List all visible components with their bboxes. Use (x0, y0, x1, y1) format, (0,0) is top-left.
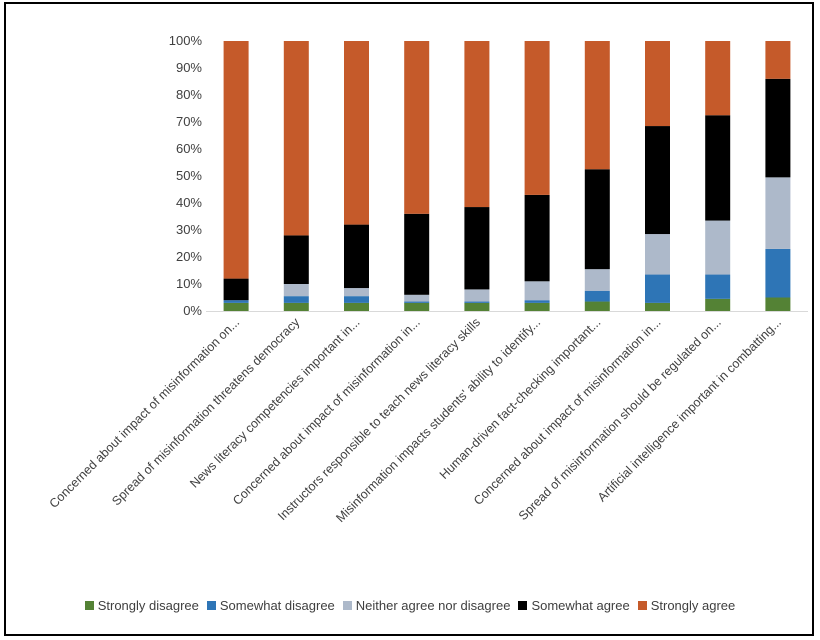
bar-segment-somewhat-disagree (464, 301, 490, 303)
x-tick-label: Misinformation impacts students' ability… (333, 315, 543, 525)
bar-segment-strongly-agree (283, 41, 309, 236)
bar-segment-strongly-agree (223, 41, 249, 279)
legend-item: Somewhat disagree (206, 598, 335, 613)
y-tick-label: 0% (183, 303, 202, 318)
bar-segment-neither-agree-nor-disagree (705, 220, 731, 275)
x-tick-label: Spread of misinformation should be regul… (516, 315, 724, 523)
y-tick-label: 40% (176, 195, 202, 210)
legend-label: Strongly disagree (97, 598, 199, 613)
bar-segment-somewhat-disagree (584, 290, 610, 302)
bar-segment-strongly-agree (404, 41, 430, 214)
y-tick-label: 90% (176, 60, 202, 75)
bar-segment-strongly-disagree (464, 302, 490, 311)
bar-segment-somewhat-disagree (404, 301, 430, 303)
y-tick-label: 100% (169, 33, 203, 48)
legend-label: Somewhat disagree (219, 598, 335, 613)
bars (223, 41, 791, 311)
legend-item: Strongly disagree (84, 598, 199, 613)
bar-segment-somewhat-agree (283, 235, 309, 284)
y-tick-label: 80% (176, 87, 202, 102)
bar-segment-neither-agree-nor-disagree (584, 269, 610, 291)
bar-segment-somewhat-agree (344, 224, 369, 289)
stacked-bar-chart: 0% 10% 20% 30% 40% 50% 60% 70% 80% 90% 100% Concer… (47, 33, 808, 525)
legend-label: Strongly agree (650, 598, 736, 613)
bar-segment-strongly-disagree (404, 302, 430, 311)
bar-segment-strongly-agree (344, 41, 369, 225)
bar-segment-strongly-disagree (344, 302, 369, 311)
legend-swatch (206, 601, 216, 610)
bar-segment-strongly-disagree (765, 297, 791, 311)
bar-segment-somewhat-disagree (223, 300, 249, 303)
bar-segment-strongly-agree (584, 41, 610, 170)
legend-item: Neither agree nor disagree (342, 598, 511, 613)
bar-segment-somewhat-disagree (645, 274, 670, 303)
bar-segment-strongly-agree (765, 41, 791, 79)
y-tick-label: 50% (176, 168, 202, 183)
legend-label: Neither agree nor disagree (355, 598, 511, 613)
bar-segment-somewhat-agree (464, 207, 490, 290)
y-tick-label: 30% (176, 222, 202, 237)
bar-segment-neither-agree-nor-disagree (464, 289, 490, 302)
legend-swatch (518, 601, 528, 610)
bar-segment-somewhat-agree (765, 78, 791, 178)
bar-segment-strongly-agree (464, 41, 490, 208)
y-tick-label: 10% (176, 276, 202, 291)
bar-segment-strongly-disagree (223, 302, 249, 311)
bar-segment-somewhat-agree (223, 278, 249, 301)
bar-segment-neither-agree-nor-disagree (765, 177, 791, 249)
y-tick-label: 60% (176, 141, 202, 156)
bar-segment-strongly-agree (705, 41, 731, 116)
y-tick-label: 20% (176, 249, 202, 264)
legend-label: Somewhat agree (531, 598, 630, 613)
bar-segment-somewhat-agree (524, 194, 550, 282)
bar-segment-strongly-disagree (584, 301, 610, 311)
legend-item: Strongly agree (637, 598, 736, 613)
bar-segment-somewhat-disagree (705, 274, 731, 299)
bar-segment-somewhat-disagree (765, 248, 791, 298)
bar-segment-somewhat-agree (584, 169, 610, 270)
bar-segment-somewhat-disagree (283, 296, 309, 303)
bar-segment-somewhat-disagree (344, 296, 369, 303)
legend: Strongly disagree Somewhat disagree Neithe… (0, 598, 820, 613)
bar-segment-strongly-agree (645, 41, 670, 127)
x-axis: Concerned about impact of misinformation… (47, 311, 808, 525)
bar-segment-strongly-disagree (705, 298, 731, 311)
bar-segment-neither-agree-nor-disagree (344, 288, 369, 297)
legend-item: Somewhat agree (518, 598, 630, 613)
y-tick-label: 70% (176, 114, 202, 129)
bar-segment-somewhat-agree (645, 126, 670, 235)
bar-segment-neither-agree-nor-disagree (404, 294, 430, 302)
y-axis: 0% 10% 20% 30% 40% 50% 60% 70% 80% 90% 100% (169, 33, 203, 318)
bar-segment-neither-agree-nor-disagree (524, 281, 550, 301)
bar-segment-strongly-disagree (645, 302, 670, 311)
bar-segment-somewhat-agree (404, 213, 430, 295)
bar-segment-neither-agree-nor-disagree (283, 284, 309, 297)
bar-segment-strongly-disagree (524, 302, 550, 311)
bar-segment-somewhat-agree (705, 115, 731, 221)
legend-swatch (84, 601, 94, 610)
bar-segment-neither-agree-nor-disagree (645, 234, 670, 275)
legend-swatch (637, 601, 647, 610)
legend-swatch (342, 601, 352, 610)
bar-segment-somewhat-disagree (524, 300, 550, 303)
bar-segment-strongly-agree (524, 41, 550, 195)
x-tick-label: Instructors responsible to teach news li… (275, 315, 483, 523)
bar-segment-strongly-disagree (283, 302, 309, 311)
